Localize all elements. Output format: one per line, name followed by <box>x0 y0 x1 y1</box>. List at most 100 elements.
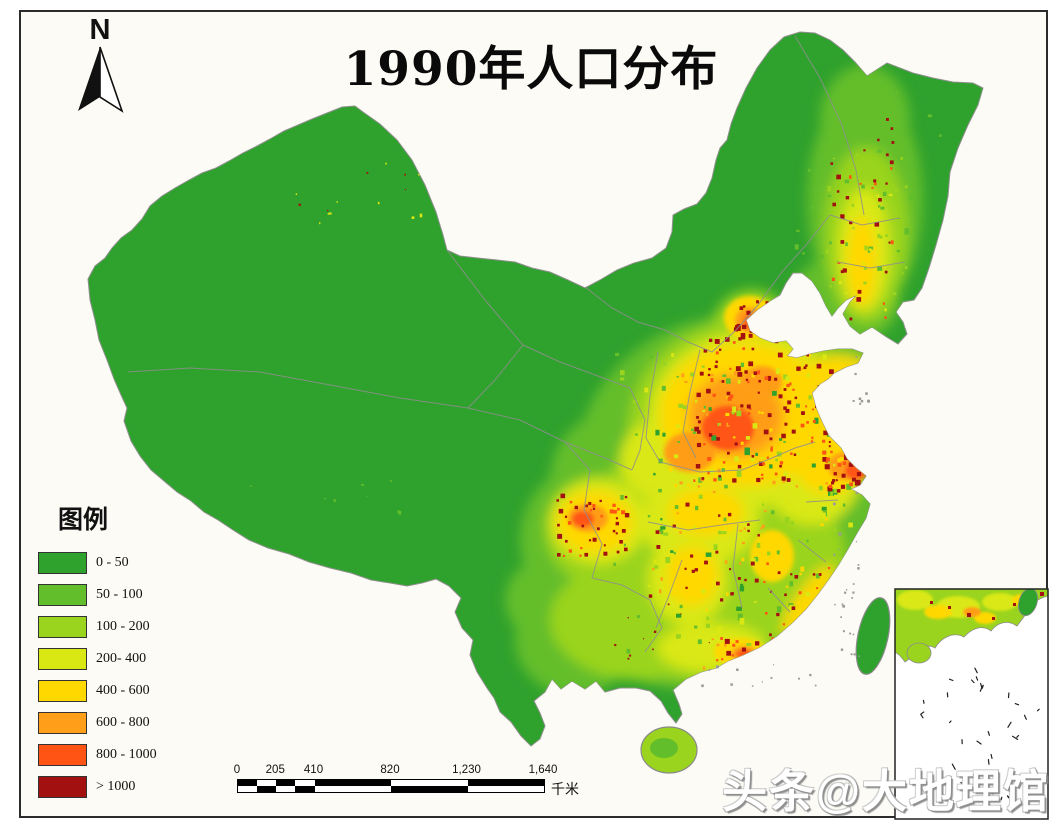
raster-speckle <box>776 451 782 457</box>
city-dot <box>776 612 780 617</box>
page-title: 1990年人口分布 <box>343 42 719 97</box>
city-dot <box>859 488 862 491</box>
raster-speckle <box>717 450 721 454</box>
raster-speckle <box>649 355 654 359</box>
raster-speckle <box>741 541 745 545</box>
province-boundary-line <box>732 523 743 609</box>
scale-bar-segment <box>295 786 315 792</box>
raster-speckle <box>666 402 670 405</box>
city-dot <box>857 289 862 294</box>
raster-speckle <box>668 516 671 519</box>
raster-speckle <box>797 600 800 605</box>
city-dot <box>627 617 629 619</box>
raster-speckle <box>418 173 420 176</box>
inset-island-dash <box>987 730 991 736</box>
raster-speckle <box>754 479 758 485</box>
raster-speckle <box>845 434 849 439</box>
city-dot <box>842 604 845 608</box>
raster-speckle <box>811 205 815 209</box>
city-dot <box>366 172 369 174</box>
legend-label: > 1000 <box>96 779 136 794</box>
inset-hainan-island <box>906 642 932 664</box>
city-dot <box>869 468 873 471</box>
city-dot <box>857 489 860 493</box>
density-blob <box>781 564 835 636</box>
city-dot <box>771 334 776 340</box>
city-dot <box>765 612 768 615</box>
raster-speckle <box>820 523 824 526</box>
city-dot <box>840 616 842 618</box>
raster-speckle <box>623 543 626 547</box>
raster-speckle <box>726 378 731 384</box>
raster-speckle <box>659 589 662 594</box>
city-dot <box>889 160 894 165</box>
density-blob <box>572 511 594 527</box>
city-dot <box>750 561 755 566</box>
raster-speckle <box>869 248 872 252</box>
city-dot <box>767 413 772 418</box>
legend-label: 400 - 600 <box>96 683 150 698</box>
city-dot <box>742 324 747 330</box>
city-dot <box>833 553 836 556</box>
raster-speckle <box>683 389 687 393</box>
scale-bar-segment <box>391 780 468 786</box>
inset-island-dash <box>974 667 978 674</box>
city-dot <box>830 641 834 646</box>
raster-speckle <box>718 380 723 383</box>
city-dot <box>603 551 608 556</box>
city-dot <box>600 515 603 518</box>
raster-speckle <box>725 412 730 417</box>
city-dot <box>744 662 748 666</box>
city-dot <box>838 548 840 550</box>
city-dot <box>751 455 755 458</box>
raster-speckle <box>836 423 840 426</box>
inset-city-dot <box>930 601 933 604</box>
raster-speckle <box>711 638 715 641</box>
inset-island-dash <box>976 740 982 745</box>
raster-speckle <box>896 249 900 253</box>
city-dot <box>805 364 808 367</box>
city-dot <box>848 462 854 467</box>
city-dot <box>821 608 824 612</box>
raster-speckle <box>757 370 761 375</box>
raster-speckle <box>764 509 767 512</box>
city-dot <box>742 347 745 350</box>
raster-speckle <box>783 440 786 443</box>
city-dot <box>761 477 764 480</box>
city-dot <box>761 670 764 673</box>
raster-speckle <box>734 456 739 462</box>
city-dot <box>803 350 807 354</box>
city-dot <box>855 492 858 495</box>
city-dot <box>849 482 853 487</box>
raster-speckle <box>361 484 364 486</box>
city-dot <box>740 404 744 408</box>
city-dot <box>653 630 657 633</box>
raster-speckle <box>739 617 745 625</box>
city-dot <box>833 472 837 476</box>
city-dot <box>845 589 848 591</box>
raster-speckle <box>904 266 908 269</box>
raster-speckle <box>776 606 782 613</box>
raster-speckle <box>802 252 805 255</box>
scale-bar-segment <box>391 786 468 792</box>
raster-speckle <box>888 193 893 197</box>
raster-speckle <box>786 643 790 649</box>
city-dot <box>791 606 796 610</box>
density-blob <box>702 406 754 450</box>
raster-speckle <box>819 603 823 607</box>
city-dot <box>816 335 822 341</box>
raster-speckle <box>718 530 723 535</box>
city-dot <box>707 373 711 377</box>
raster-speckle <box>829 241 832 245</box>
city-dot <box>809 624 814 628</box>
raster-speckle <box>726 592 729 596</box>
raster-speckle <box>803 399 807 403</box>
city-dot <box>842 630 845 633</box>
city-dot <box>730 414 733 417</box>
city-dot <box>691 569 695 573</box>
city-dot <box>858 397 862 400</box>
city-dot <box>874 222 880 227</box>
city-dot <box>786 383 790 388</box>
province-boundary-line <box>797 539 827 563</box>
raster-speckle <box>852 227 855 230</box>
